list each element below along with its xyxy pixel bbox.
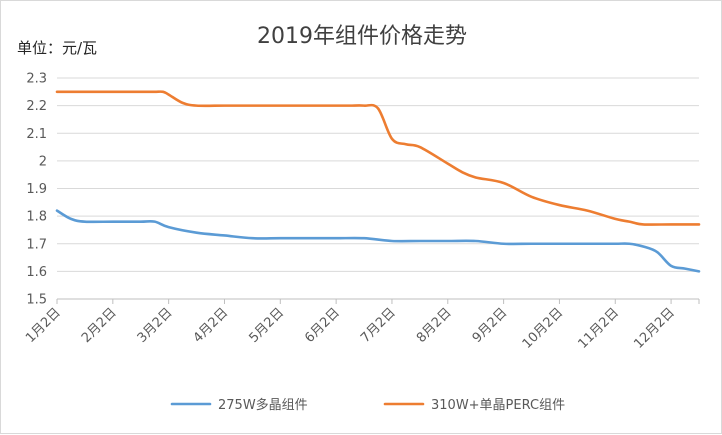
x-tick-label: 2月2日 <box>79 305 120 346</box>
y-tick-label: 1.8 <box>26 210 47 225</box>
y-tick-label: 2.2 <box>26 99 47 114</box>
series-line-2 <box>57 92 699 225</box>
y-tick-label: 2.1 <box>26 127 47 142</box>
x-tick-label: 6月2日 <box>302 305 343 346</box>
x-tick-label: 9月2日 <box>470 305 511 346</box>
x-tick-label: 1月2日 <box>23 305 64 346</box>
x-tick-label: 4月2日 <box>191 305 232 346</box>
x-tick-label: 8月2日 <box>414 305 455 346</box>
y-tick-label: 1.5 <box>26 293 47 308</box>
y-axis-unit-label: 单位：元/瓦 <box>17 39 97 57</box>
x-tick-labels: 1月2日 2月2日 3月2日 4月2日 5月2日 6月2日 7月2日 8月2日 9月2日 10月2… <box>23 305 678 352</box>
y-tick-labels: 1.5 1.6 1.7 1.8 1.9 2 2.1 2.2 2.3 <box>26 72 47 308</box>
legend-label-1: 275W多晶组件 <box>218 397 308 413</box>
x-tick-label: 5月2日 <box>246 305 287 346</box>
series-lines <box>57 92 699 272</box>
y-tick-label: 2.3 <box>26 72 47 87</box>
legend: 275W多晶组件 310W+单晶PERC组件 <box>172 397 565 413</box>
x-tick-label: 3月2日 <box>135 305 176 346</box>
y-tick-label: 1.7 <box>26 237 47 252</box>
series-line-1 <box>57 211 699 272</box>
y-tick-label: 1.6 <box>26 265 47 280</box>
x-tick-label: 12月2日 <box>631 305 678 352</box>
x-tick-label: 10月2日 <box>520 305 567 352</box>
legend-label-2: 310W+单晶PERC组件 <box>431 398 565 413</box>
axes <box>57 299 699 304</box>
x-tick-label: 7月2日 <box>358 305 399 346</box>
chart-title: 2019年组件价格走势 <box>257 24 467 49</box>
y-tick-label: 1.9 <box>26 182 47 197</box>
x-tick-label: 11月2日 <box>576 305 623 352</box>
y-tick-label: 2 <box>39 154 47 169</box>
